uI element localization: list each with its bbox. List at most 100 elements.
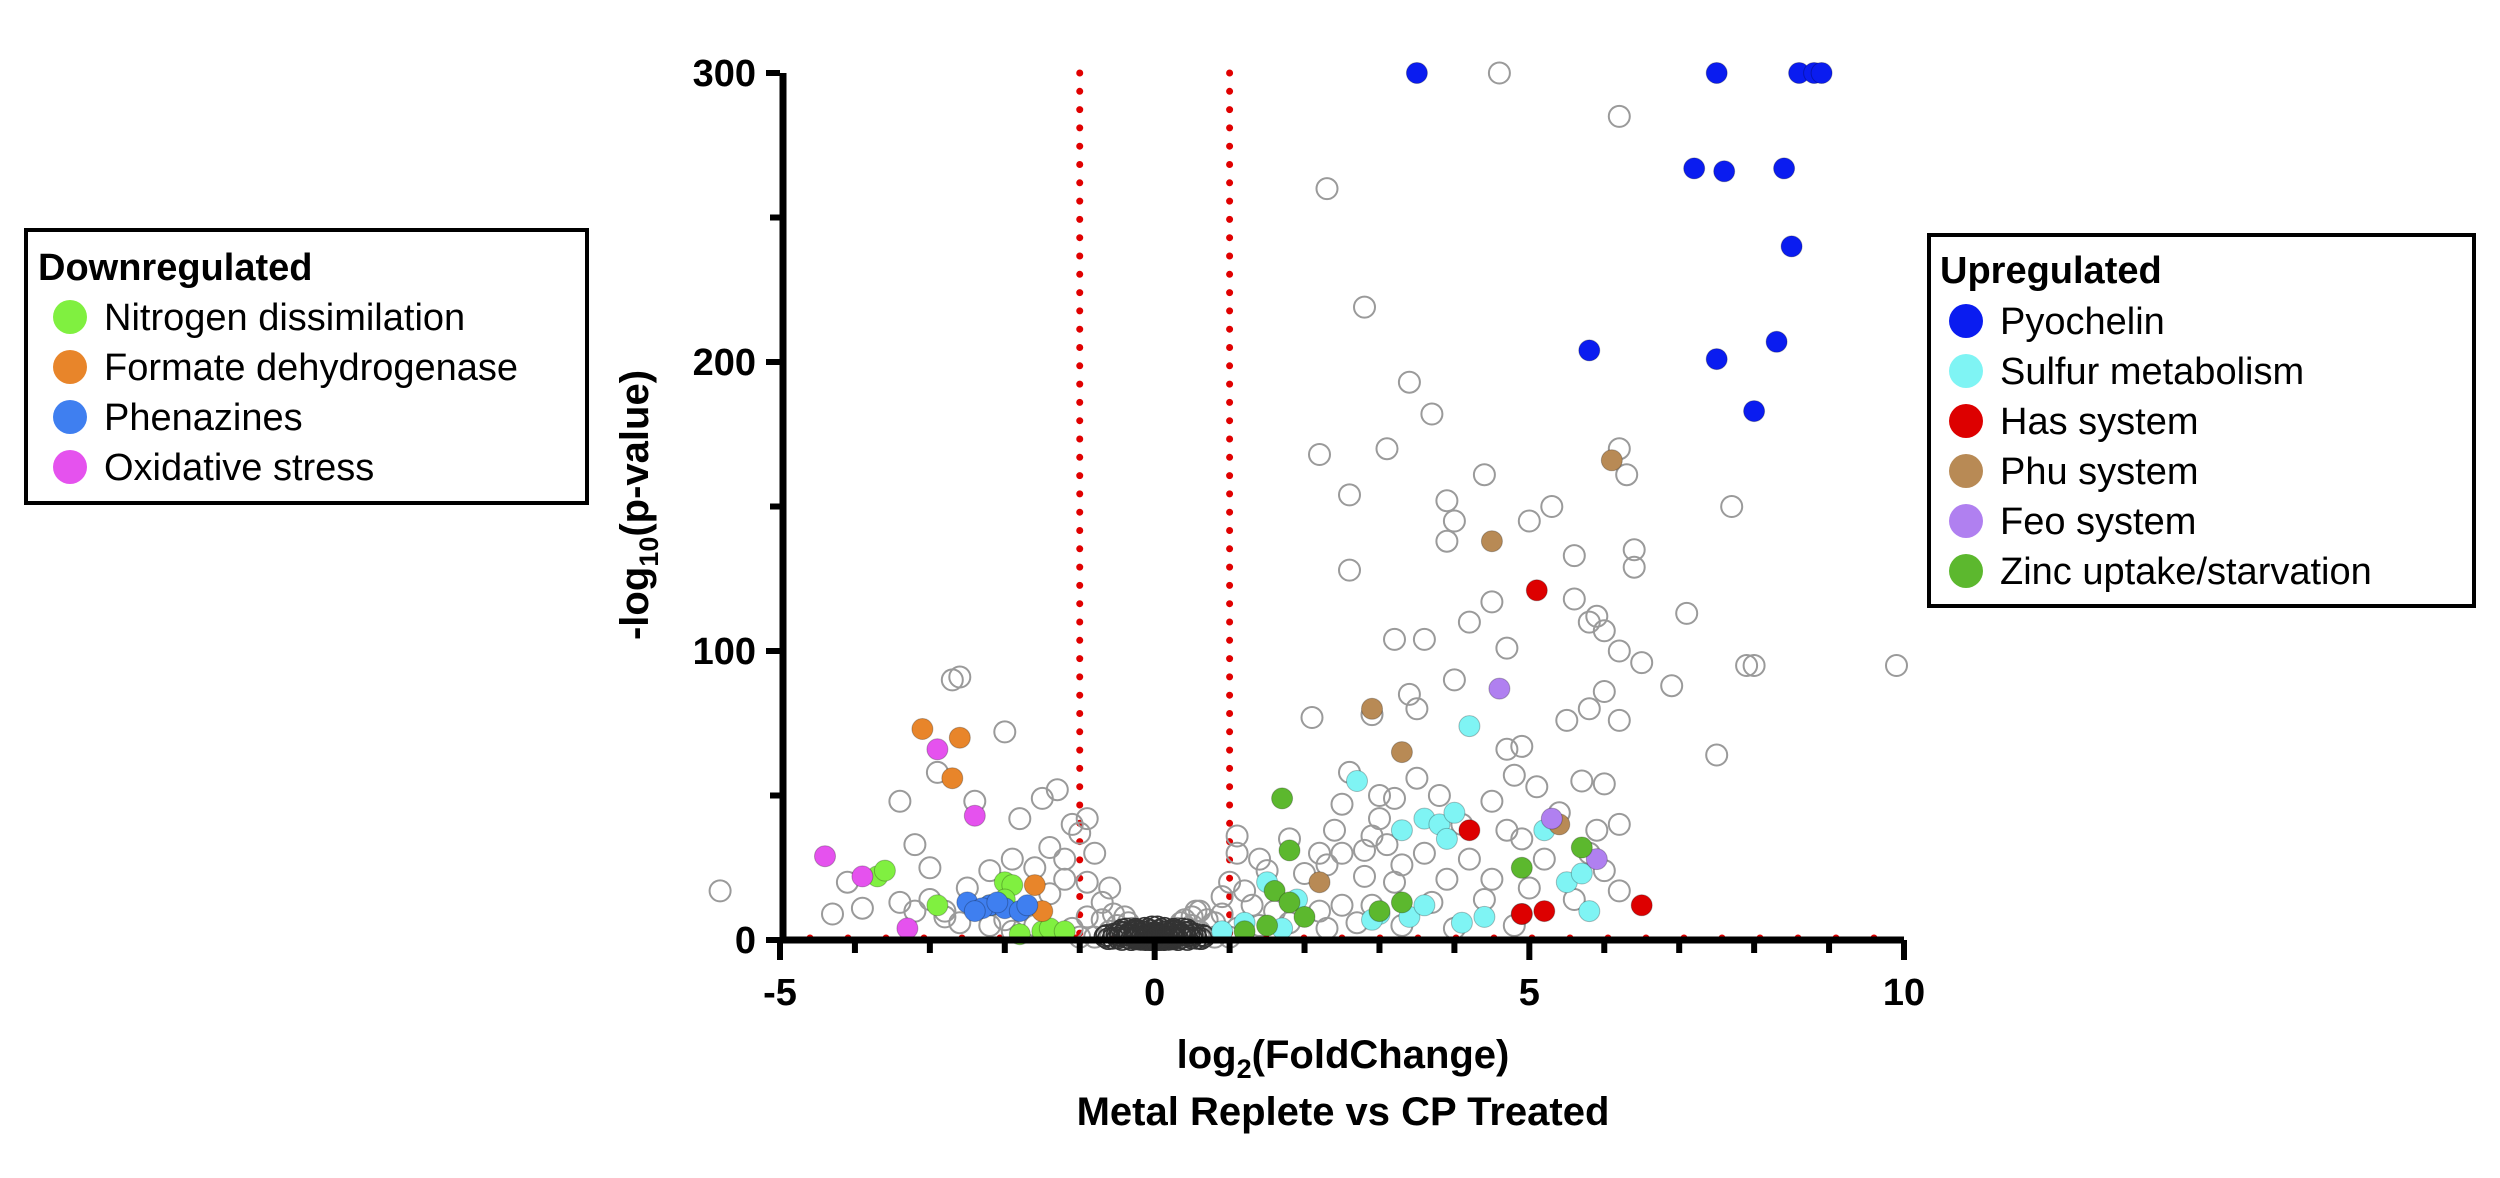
point-sulfur-metabolism	[1458, 715, 1481, 738]
y-axis-title: -log10(p-value)	[613, 370, 664, 640]
background-point	[1435, 489, 1459, 513]
background-point	[1315, 916, 1339, 940]
background-point	[1495, 818, 1519, 842]
point-oxidative-stress	[814, 845, 836, 868]
point-phu-system	[1480, 530, 1503, 553]
point-formate-dehydrogenase	[1023, 874, 1046, 897]
legend-up-item-label: Has system	[2000, 401, 2198, 443]
background-point	[1555, 708, 1579, 732]
legend-down-item-label: Nitrogen dissimilation	[104, 297, 465, 339]
background-point	[1607, 708, 1631, 732]
background-point	[1480, 789, 1504, 813]
legend-up-item-label: Feo system	[2000, 501, 2196, 543]
point-pyochelin	[1578, 339, 1601, 362]
background-point	[1075, 905, 1099, 929]
background-point	[903, 833, 927, 857]
y-tick-label: 200	[693, 342, 756, 384]
background-point	[1397, 370, 1421, 394]
background-point	[1383, 786, 1406, 810]
point-oxidative-stress	[896, 917, 919, 940]
legend-down-item-label: Oxidative stress	[104, 447, 374, 489]
background-point	[1540, 495, 1564, 518]
point-zinc-uptake-starvation	[1390, 891, 1413, 914]
point-pyochelin	[1780, 235, 1803, 258]
point-feo-system	[1585, 848, 1608, 871]
background-point	[1720, 495, 1744, 518]
background-point	[1412, 627, 1436, 651]
background-point	[1525, 775, 1549, 799]
background-point	[1517, 876, 1541, 900]
background-point	[1330, 893, 1354, 917]
point-nitrogen-dissimilation	[873, 859, 896, 882]
point-phu-system	[1600, 449, 1623, 472]
highlighted-points	[814, 62, 1833, 946]
point-phenazines	[1016, 894, 1039, 917]
background-point	[1585, 818, 1609, 842]
point-pyochelin	[1705, 348, 1728, 371]
background-point	[1405, 766, 1429, 790]
point-sulfur-metabolism	[1413, 894, 1436, 917]
legend-down-item-marker	[53, 450, 87, 484]
x-tick-label: 0	[1144, 972, 1165, 1014]
point-phu-system	[1390, 741, 1413, 764]
background-point	[1045, 778, 1069, 802]
background-point	[1353, 838, 1376, 862]
background-point	[1480, 590, 1504, 614]
point-formate-dehydrogenase	[911, 718, 934, 740]
legend-upregulated-items: Pyochelin Sulfur metabolism Has system Phu …	[1949, 301, 2372, 593]
chart-subtitle: Metal Replete vs CP Treated	[1077, 1090, 1610, 1134]
background-point	[1375, 437, 1399, 461]
point-zinc-uptake-starvation	[1278, 891, 1301, 914]
background-point	[1570, 769, 1594, 793]
background-point	[1030, 786, 1054, 810]
background-point	[1098, 876, 1122, 900]
point-zinc-uptake-starvation	[1256, 914, 1279, 937]
point-zinc-uptake-starvation	[1278, 839, 1301, 862]
legend-up-item-marker	[1949, 504, 1983, 538]
background-point	[1053, 847, 1077, 871]
background-point	[1008, 807, 1032, 831]
point-pyochelin	[1713, 160, 1736, 183]
point-formate-dehydrogenase	[941, 767, 964, 790]
background-point	[1068, 821, 1092, 845]
background-point	[1353, 295, 1376, 319]
x-tick-label: 10	[1883, 972, 1925, 1014]
legend-up-item-marker	[1949, 354, 1983, 388]
background-point	[1368, 807, 1391, 831]
legend-up-item-label: Zinc uptake/starvation	[2000, 551, 2372, 593]
point-phenazines	[986, 891, 1009, 914]
y-axis-title-prefix: -log	[613, 567, 657, 640]
x-ticks: -5 0 5 10	[763, 940, 1925, 1014]
point-sulfur-metabolism	[1346, 770, 1368, 792]
background-point	[993, 720, 1017, 744]
point-zinc-uptake-starvation	[1510, 856, 1533, 879]
background-point	[1607, 104, 1631, 128]
legend-up-item-marker	[1949, 554, 1983, 588]
background-point	[1592, 680, 1616, 703]
background-point	[1615, 463, 1639, 487]
background-point	[1607, 812, 1631, 836]
point-has-system	[1458, 819, 1481, 842]
x-tick-label: -5	[763, 972, 797, 1014]
x-tick-label: 5	[1519, 972, 1540, 1014]
legend-down-item-marker	[53, 350, 87, 384]
legend-down-item-label: Formate dehydrogenase	[104, 347, 518, 389]
background-point	[1562, 587, 1586, 611]
background-point	[1495, 636, 1519, 660]
background-point	[1038, 836, 1062, 859]
background-point	[888, 890, 912, 914]
y-tick-label: 300	[693, 53, 756, 95]
background-point	[1075, 807, 1099, 831]
background-point	[1225, 824, 1249, 848]
background-point	[1562, 544, 1586, 568]
background-point	[1457, 847, 1481, 871]
point-nitrogen-dissimilation	[926, 894, 949, 917]
point-oxidative-stress	[963, 804, 986, 827]
background-point	[1510, 734, 1534, 758]
point-oxidative-stress	[926, 738, 949, 761]
point-has-system	[1533, 900, 1556, 923]
y-axis-title-subscript: 10	[634, 537, 664, 567]
background-point	[1308, 443, 1331, 466]
point-phu-system	[1361, 697, 1383, 720]
background-point	[1405, 697, 1429, 721]
